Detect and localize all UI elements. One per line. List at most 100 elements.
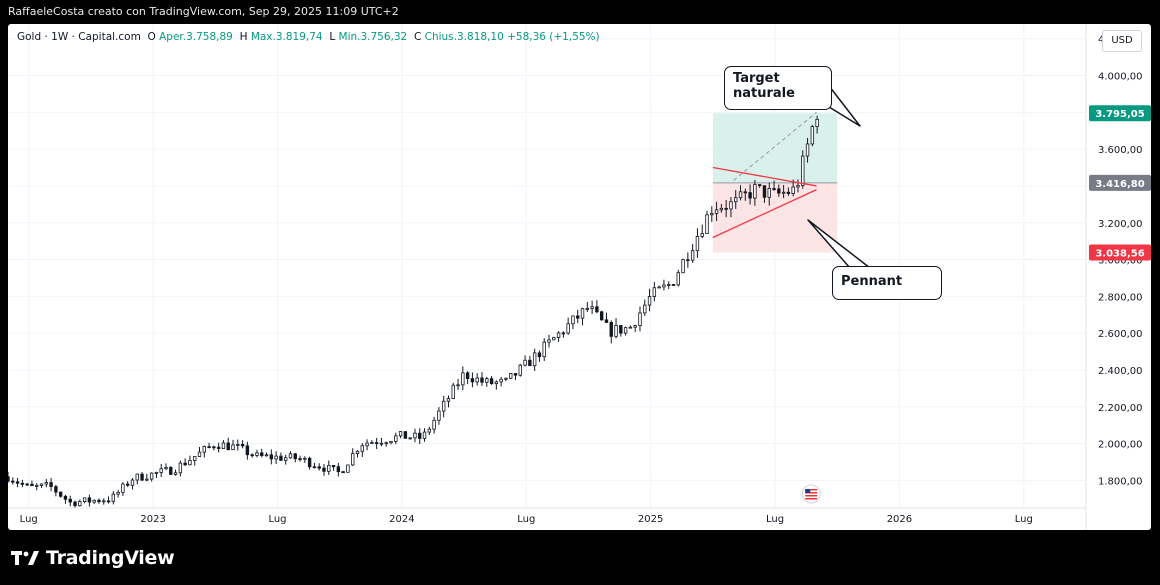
candle-body (437, 410, 441, 421)
price-chart[interactable]: 1.800,00 2.000,00 2.200,00 2.400,00 2.600,00… (8, 24, 1151, 530)
tradingview-branding: TradingView (10, 545, 175, 571)
price-badge-stop-label: 3.038,56 (1095, 248, 1144, 259)
candle-body (384, 442, 388, 445)
candle-body (547, 339, 551, 343)
candle-body (374, 442, 379, 444)
candle-body (719, 207, 724, 211)
price-badge-entry (1089, 174, 1151, 191)
candle-body (116, 491, 120, 495)
candle-body (178, 462, 183, 474)
candle-body (269, 454, 274, 460)
candle-body (413, 432, 417, 439)
pennant-callout: Pennant (832, 266, 942, 300)
candle-body (379, 442, 384, 445)
candle-body (427, 428, 432, 433)
candle-body (652, 287, 657, 297)
candle-body (528, 359, 532, 367)
change-value: +58,36 (+1,55%) (507, 31, 600, 43)
time-tick-label: Lug (517, 514, 535, 525)
candle-body (729, 201, 733, 210)
candle-body (757, 184, 762, 187)
candle-body (509, 373, 513, 379)
candle-body (44, 482, 49, 485)
candle-body (365, 442, 369, 447)
candle-body (619, 325, 623, 334)
candle-body (432, 419, 436, 430)
us-flag-stripe (805, 492, 818, 494)
candle-body (183, 462, 187, 466)
candle-body (154, 471, 159, 474)
candle-body (762, 185, 767, 198)
target-callout-text: Target naturale (733, 71, 795, 101)
price-tick-label: 2.000,00 (1098, 440, 1143, 451)
low-value: Min.3.756,32 (338, 31, 408, 43)
tradingview-wordmark: TradingView (46, 547, 175, 569)
candle-body (662, 284, 666, 288)
candle-body (207, 446, 211, 449)
candle-body (705, 214, 709, 234)
candle-body (786, 191, 791, 194)
candle-body (355, 450, 360, 454)
chart-panel[interactable]: 1.800,00 2.000,00 2.200,00 2.400,00 2.600,00… (8, 24, 1151, 530)
candle-body (590, 306, 594, 309)
currency-button[interactable]: USD (1102, 30, 1142, 52)
candle-body (317, 466, 321, 469)
candle-body (418, 432, 422, 439)
candle-body (494, 381, 499, 385)
candle-body (236, 443, 240, 446)
pennant-upper-line (712, 166, 817, 187)
pennant-callout-text: Pennant (841, 274, 903, 289)
candle-body (78, 501, 82, 507)
candle-body (130, 479, 135, 486)
candle-body (724, 207, 728, 210)
price-tick-label: 3.200,00 (1098, 219, 1143, 230)
candle-body (245, 445, 250, 456)
candle-body (623, 327, 628, 334)
candle-body (288, 453, 293, 459)
candle-body (513, 373, 518, 376)
candle-body (106, 500, 111, 503)
candle-body (240, 443, 245, 447)
candle-body (748, 192, 752, 199)
candle-body (250, 454, 254, 457)
candle-body (542, 341, 546, 358)
candle-body (552, 337, 556, 341)
candle-body (255, 452, 259, 456)
candle-body (216, 446, 221, 449)
candle-body (772, 188, 776, 190)
candle-body (475, 377, 479, 383)
candle-body (312, 466, 317, 469)
candle-body (657, 286, 661, 289)
candle-body (121, 483, 125, 493)
candle-body (49, 482, 53, 487)
candle-body (140, 473, 144, 481)
symbol-name[interactable]: Gold · 1W · Capital.com (17, 31, 141, 43)
candle-body (700, 233, 704, 237)
candle-body (35, 485, 39, 487)
time-tick-label: Lug (766, 514, 784, 525)
candle-body (336, 466, 341, 473)
candle-body (283, 457, 288, 461)
candle-body (298, 458, 302, 461)
candle-body (686, 259, 690, 262)
candle-body (571, 315, 575, 325)
candle-body (499, 378, 503, 383)
symbol-legend: Gold · 1W · Capital.com O Aper.3.758,89 … (17, 31, 600, 43)
candle-body (485, 378, 489, 383)
price-tick-label: 1.800,00 (1098, 476, 1143, 487)
candle-body (777, 188, 781, 194)
candle-body (710, 212, 714, 216)
candle-body (221, 442, 226, 449)
candle-body (231, 444, 235, 451)
loss-zone (712, 182, 838, 253)
candle-body (580, 308, 585, 319)
candle-body (480, 377, 484, 383)
candle-body (489, 378, 494, 385)
candle-body (145, 478, 149, 481)
candle-body (532, 352, 537, 367)
candle-body (322, 467, 326, 472)
candle-body (193, 456, 197, 461)
candle-body (801, 155, 805, 186)
price-tick-label: 4.000,00 (1098, 72, 1143, 83)
candle-body (30, 483, 34, 487)
